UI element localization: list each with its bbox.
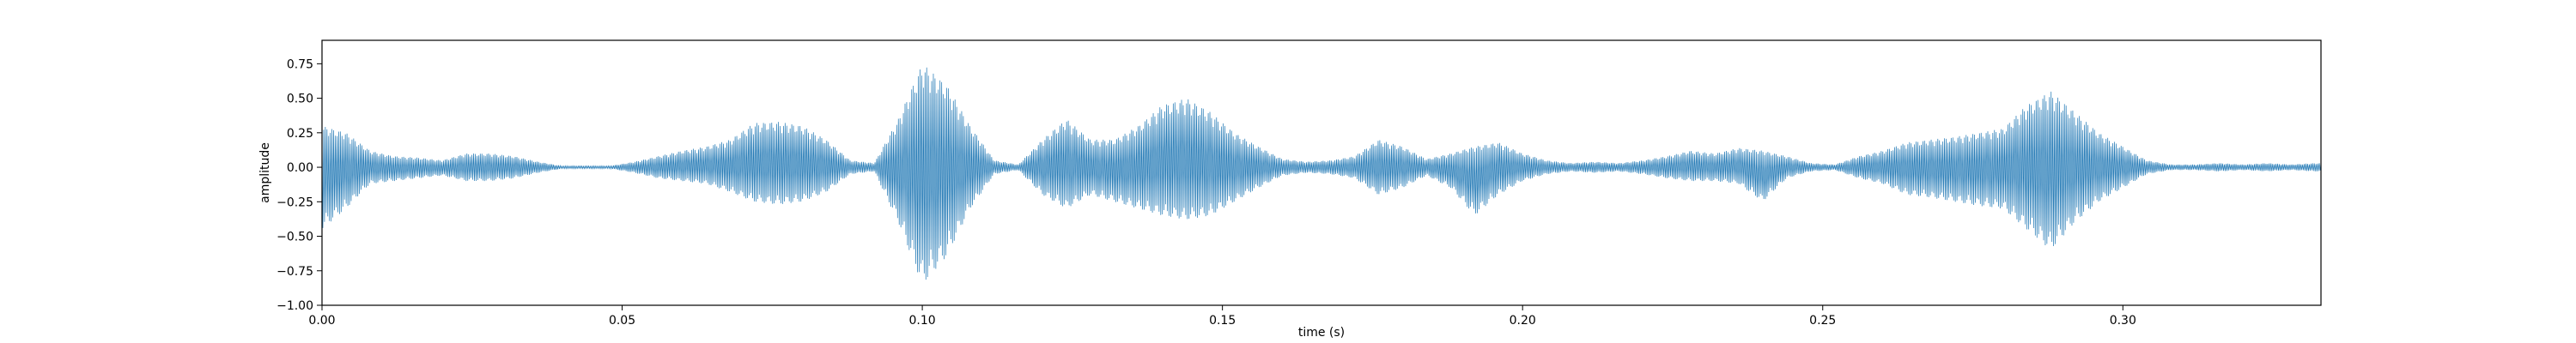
waveform-series-line: [321, 67, 2322, 280]
y-tick-label: −0.75: [276, 265, 313, 279]
x-tick-label: 0.05: [609, 314, 635, 328]
y-tick-label: 0.50: [287, 93, 313, 106]
x-tick-label: 0.30: [2110, 314, 2136, 328]
x-tick-label: 0.15: [1209, 314, 1236, 328]
y-axis-label: amplitude: [258, 142, 272, 203]
x-tick-label: 0.25: [1809, 314, 1836, 328]
x-axis-label: time (s): [1298, 326, 1345, 340]
plot-area: [321, 67, 2322, 280]
y-tick-label: 0.25: [287, 127, 313, 141]
y-tick-label: −1.00: [276, 299, 313, 313]
y-axis: 0.75 0.50 0.25 0.00 −0.25 −0.50 −0.75 −1.00: [276, 57, 322, 313]
x-tick-label: 0.10: [909, 314, 936, 328]
y-tick-label: 0.00: [287, 161, 313, 175]
y-tick-label: −0.50: [276, 231, 313, 244]
x-tick-label: 0.00: [308, 314, 335, 328]
x-tick-label: 0.20: [1510, 314, 1536, 328]
y-tick-label: 0.75: [287, 57, 313, 71]
y-tick-label: −0.25: [276, 196, 313, 209]
plot-frame: [321, 39, 2322, 306]
x-axis: 0.00 0.05 0.10 0.15 0.20 0.25 0.30: [308, 305, 2136, 328]
